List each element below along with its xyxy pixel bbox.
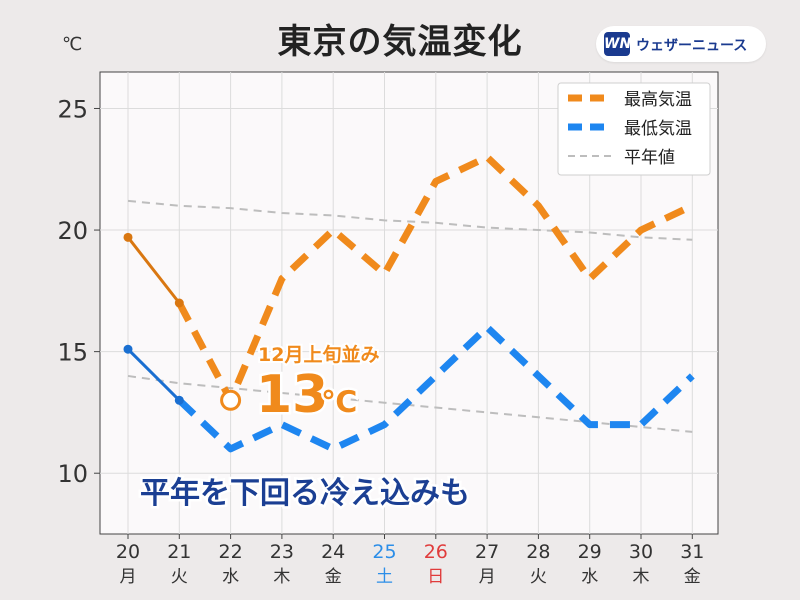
x-tick-label-weekday: 木 bbox=[633, 567, 650, 587]
low-temp-forecast-line bbox=[176, 323, 695, 453]
legend-box bbox=[557, 82, 711, 176]
y-tick-label: 10 bbox=[57, 460, 88, 488]
x-tick-label-day: 20 bbox=[116, 541, 140, 563]
x-tick-label-weekday: 月 bbox=[479, 567, 496, 587]
x-tick-label-day: 26 bbox=[424, 541, 448, 563]
x-tick-label-weekday: 木 bbox=[273, 567, 290, 587]
x-tick-label-day: 29 bbox=[578, 541, 602, 563]
callout-unit: ℃ bbox=[321, 385, 357, 420]
y-tick-label: 20 bbox=[57, 217, 88, 245]
chart-caption: 平年を下回る冷え込みも bbox=[140, 476, 470, 511]
high-temp-observed-line bbox=[126, 236, 181, 304]
legend-label: 最低気温 bbox=[624, 119, 692, 139]
high-temp-point bbox=[123, 232, 133, 242]
x-tick-label-weekday: 水 bbox=[222, 567, 239, 587]
high-temp-forecast-line bbox=[176, 153, 694, 404]
high-temp-point bbox=[174, 298, 184, 308]
x-tick-label-day: 31 bbox=[680, 541, 704, 563]
x-tick-label-weekday: 金 bbox=[684, 567, 701, 587]
x-tick-label-day: 22 bbox=[219, 541, 243, 563]
legend-label: 最高気温 bbox=[624, 90, 692, 110]
y-tick-label: 25 bbox=[57, 95, 88, 123]
x-tick-label-day: 27 bbox=[475, 541, 499, 563]
chart-title: 東京の気温変化 bbox=[277, 22, 523, 62]
x-tick-label-weekday: 日 bbox=[427, 567, 444, 587]
legend-label: 平年値 bbox=[624, 148, 675, 168]
x-tick-label-day: 23 bbox=[270, 541, 294, 563]
callout-label: 12月上旬並み bbox=[258, 343, 379, 366]
x-tick-label-weekday: 水 bbox=[581, 567, 598, 587]
weathernews-logo: WN ウェザーニュース bbox=[596, 26, 766, 62]
low-temp-point bbox=[123, 344, 133, 354]
x-tick-label-day: 28 bbox=[526, 541, 550, 563]
y-axis-unit: ℃ bbox=[62, 34, 83, 55]
normal-temperature-line bbox=[127, 374, 693, 433]
x-tick-label-day: 30 bbox=[629, 541, 653, 563]
x-tick-label-weekday: 金 bbox=[325, 567, 342, 587]
highlight-marker bbox=[220, 389, 242, 411]
weathernews-logo-text: ウェザーニュース bbox=[636, 38, 748, 54]
x-tick-label-weekday: 火 bbox=[171, 567, 188, 587]
callout-value: 13 bbox=[256, 365, 328, 425]
low-temp-observed-line bbox=[126, 348, 181, 402]
weathernews-logo-icon: WN bbox=[604, 32, 631, 56]
x-tick-label-day: 21 bbox=[167, 541, 191, 563]
y-tick-label: 15 bbox=[57, 339, 88, 367]
x-tick-label-weekday: 火 bbox=[530, 567, 547, 587]
x-tick-label-day: 25 bbox=[372, 541, 396, 563]
x-tick-label-weekday: 月 bbox=[120, 567, 137, 587]
x-tick-label-weekday: 土 bbox=[376, 567, 393, 587]
x-tick-label-day: 24 bbox=[321, 541, 345, 563]
low-temp-point bbox=[174, 395, 184, 405]
normal-temperature-line bbox=[127, 199, 693, 241]
